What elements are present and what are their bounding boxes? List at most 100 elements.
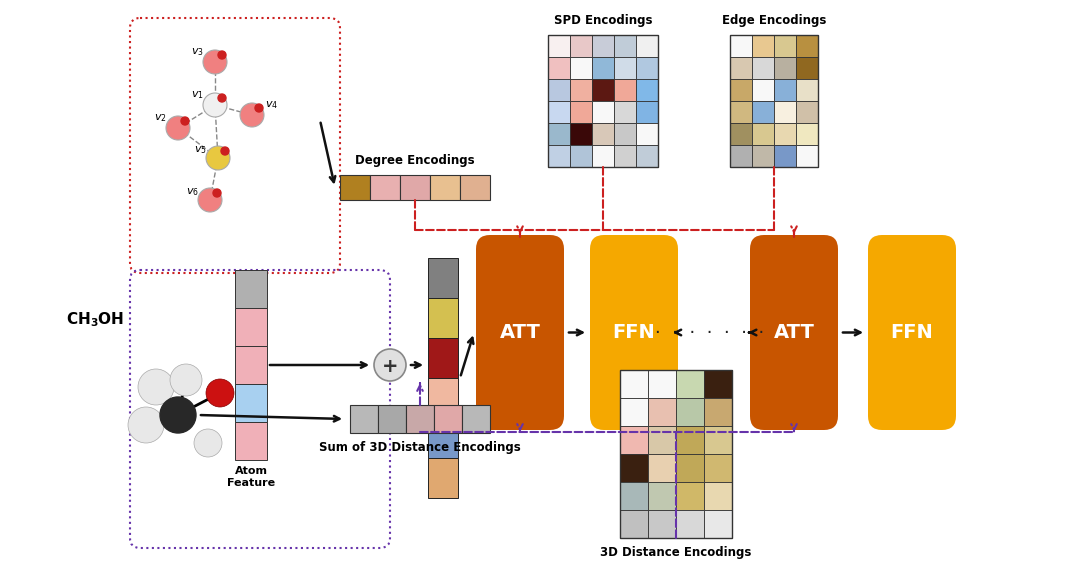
Bar [752, 57, 774, 79]
Bar [350, 405, 378, 433]
Bar [378, 405, 406, 433]
Text: Degree Encodings: Degree Encodings [355, 154, 475, 167]
Bar [548, 145, 570, 167]
Circle shape [160, 397, 195, 433]
Bar [752, 145, 774, 167]
Text: ATT: ATT [500, 323, 540, 342]
Bar [548, 123, 570, 145]
Bar [548, 35, 658, 167]
Bar [406, 405, 434, 433]
Bar [774, 79, 796, 101]
Bar [620, 370, 648, 398]
Circle shape [129, 407, 164, 443]
Text: FFN: FFN [891, 323, 933, 342]
Bar [730, 57, 752, 79]
Bar [676, 510, 704, 538]
Bar [428, 338, 458, 378]
Bar [548, 57, 570, 79]
Bar [434, 405, 462, 433]
Bar [592, 101, 615, 123]
Circle shape [213, 189, 221, 197]
Bar [428, 458, 458, 498]
Bar [592, 123, 615, 145]
Text: ·  ·  ·  ·  ·  ·  ·: · · · · · · · [656, 324, 765, 342]
Bar [620, 454, 648, 482]
Text: $v_3$: $v_3$ [190, 46, 203, 58]
Circle shape [374, 349, 406, 381]
Bar [235, 384, 267, 422]
Text: $v_5$: $v_5$ [193, 144, 206, 156]
Bar [462, 405, 490, 433]
Bar [752, 123, 774, 145]
Bar [620, 510, 648, 538]
Bar [592, 79, 615, 101]
Circle shape [203, 50, 227, 74]
Bar [774, 101, 796, 123]
Bar [636, 57, 658, 79]
Circle shape [198, 188, 222, 212]
Bar [615, 35, 636, 57]
Bar [730, 145, 752, 167]
Bar [730, 35, 752, 57]
Bar [570, 79, 592, 101]
Bar [636, 101, 658, 123]
Circle shape [138, 369, 174, 405]
Circle shape [181, 117, 189, 125]
Bar [570, 57, 592, 79]
Bar [648, 426, 676, 454]
Bar [648, 510, 676, 538]
Bar [752, 79, 774, 101]
Bar [620, 426, 648, 454]
Text: $\mathbf{CH_3OH}$: $\mathbf{CH_3OH}$ [66, 310, 124, 329]
Circle shape [194, 429, 222, 457]
Bar [796, 79, 818, 101]
Text: SPD Encodings: SPD Encodings [554, 14, 652, 27]
Bar [340, 175, 370, 200]
Bar [704, 510, 732, 538]
Bar [548, 79, 570, 101]
Bar [730, 123, 752, 145]
Bar [548, 101, 570, 123]
Bar [704, 482, 732, 510]
Bar [796, 101, 818, 123]
Bar [704, 426, 732, 454]
Bar [615, 57, 636, 79]
Bar [592, 57, 615, 79]
Text: +: + [381, 357, 399, 376]
Text: $v_2$: $v_2$ [153, 112, 166, 124]
Circle shape [221, 147, 229, 155]
Bar [704, 370, 732, 398]
Text: Sum of 3D Distance Encodings: Sum of 3D Distance Encodings [319, 441, 521, 454]
Circle shape [218, 51, 226, 59]
FancyBboxPatch shape [476, 235, 564, 430]
Bar [676, 426, 704, 454]
Text: Edge Encodings: Edge Encodings [721, 14, 826, 27]
Bar [730, 101, 752, 123]
Bar [676, 454, 704, 482]
Text: $v_1$: $v_1$ [190, 89, 203, 101]
Bar [428, 378, 458, 418]
Text: Atom
Feature: Atom Feature [227, 466, 275, 488]
Bar [676, 482, 704, 510]
Bar [676, 398, 704, 426]
Bar [648, 454, 676, 482]
Text: $v_6$: $v_6$ [186, 186, 199, 198]
Bar [615, 101, 636, 123]
Bar [615, 123, 636, 145]
Circle shape [218, 94, 226, 102]
Circle shape [255, 104, 264, 112]
Circle shape [203, 93, 227, 117]
Text: $v_4$: $v_4$ [266, 99, 279, 111]
Bar [570, 35, 592, 57]
Bar [730, 79, 752, 101]
Bar [430, 175, 460, 200]
Bar [636, 79, 658, 101]
Bar [548, 35, 570, 57]
Bar [774, 57, 796, 79]
Bar [676, 370, 704, 398]
Circle shape [166, 116, 190, 140]
Bar [400, 175, 430, 200]
Bar [704, 398, 732, 426]
FancyBboxPatch shape [868, 235, 956, 430]
Bar [648, 482, 676, 510]
